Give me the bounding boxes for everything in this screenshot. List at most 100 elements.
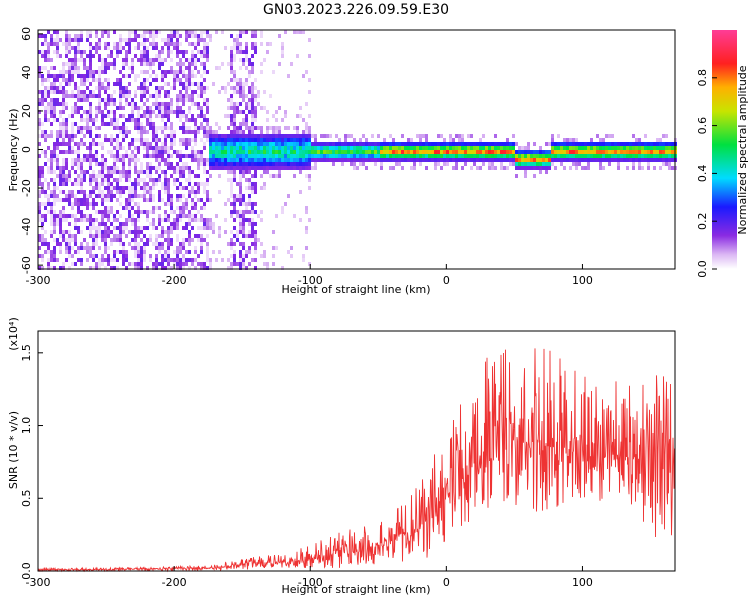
spectrogram-cell bbox=[185, 38, 188, 42]
spectrogram-cell bbox=[356, 142, 359, 146]
spectrogram-cell bbox=[89, 70, 92, 74]
spectrogram-cell bbox=[185, 74, 188, 78]
spectrogram-cell bbox=[179, 82, 182, 86]
spectrogram-cell bbox=[47, 110, 50, 114]
spectrogram-cell bbox=[272, 114, 275, 118]
spectrogram-cell bbox=[116, 78, 119, 82]
spectrogram-cell bbox=[65, 198, 68, 202]
spectrogram-cell bbox=[38, 206, 41, 210]
spectrogram-cell bbox=[104, 86, 107, 90]
spectrogram-cell bbox=[62, 238, 65, 242]
spectrogram-cell bbox=[80, 130, 83, 134]
spectrogram-cell bbox=[155, 254, 158, 258]
spectrogram-cell bbox=[200, 50, 203, 54]
spectrogram-cell bbox=[80, 166, 83, 170]
spectrogram-cell bbox=[251, 42, 254, 46]
spectrogram-cell bbox=[275, 162, 278, 166]
spectrogram-cell bbox=[281, 142, 284, 146]
spectrogram-cell bbox=[110, 134, 113, 138]
spectrogram-cell bbox=[326, 146, 329, 150]
spectrogram-cell bbox=[104, 30, 107, 34]
spectrogram-cell bbox=[59, 198, 62, 202]
spectrogram-cell bbox=[320, 150, 323, 154]
spectrogram-cell bbox=[233, 166, 236, 170]
spectrogram-cell bbox=[596, 158, 599, 162]
spectrogram-cell bbox=[191, 190, 194, 194]
spectrogram-cell bbox=[383, 158, 386, 162]
spectrogram-cell bbox=[176, 250, 179, 254]
spectrogram-cell bbox=[206, 242, 209, 246]
spectrogram-cell bbox=[626, 150, 629, 154]
spectrogram-cell bbox=[44, 214, 47, 218]
spectrogram-cell bbox=[569, 138, 572, 142]
spectrogram-cell bbox=[89, 194, 92, 198]
spectrogram-cell bbox=[305, 150, 308, 154]
spectrogram-cell bbox=[566, 154, 569, 158]
spectrogram-cell bbox=[518, 166, 521, 170]
spectrogram-cell bbox=[47, 194, 50, 198]
spectrogram-cell bbox=[329, 158, 332, 162]
spectrogram-cell bbox=[203, 66, 206, 70]
spectrogram-cell bbox=[188, 142, 191, 146]
spectrogram-cell bbox=[134, 94, 137, 98]
spectrogram-cell bbox=[83, 90, 86, 94]
spectrogram-cell bbox=[233, 118, 236, 122]
spectrogram-cell bbox=[287, 146, 290, 150]
spectrogram-cell bbox=[110, 258, 113, 262]
spectrogram-cell bbox=[89, 218, 92, 222]
spectrogram-cell bbox=[164, 142, 167, 146]
spectrogram-cell bbox=[80, 210, 83, 214]
spectrogram-cell bbox=[143, 250, 146, 254]
spectrogram-cell bbox=[104, 62, 107, 66]
spectrogram-cell bbox=[200, 38, 203, 42]
spectrogram-cell bbox=[164, 126, 167, 130]
spectrogram-cell bbox=[230, 190, 233, 194]
spectrogram-cell bbox=[197, 174, 200, 178]
spectrogram-cell bbox=[158, 242, 161, 246]
spectrogram-cell bbox=[98, 222, 101, 226]
spectrogram-cell bbox=[182, 86, 185, 90]
spectrogram-cell bbox=[173, 34, 176, 38]
spectrogram-cell bbox=[398, 146, 401, 150]
spectrogram-cell bbox=[47, 54, 50, 58]
spectrogram-cell bbox=[179, 62, 182, 66]
spectrogram-cell bbox=[302, 130, 305, 134]
spectrogram-cell bbox=[149, 174, 152, 178]
spectrogram-cell bbox=[167, 226, 170, 230]
spectrogram-cell bbox=[236, 34, 239, 38]
spectrogram-cell bbox=[296, 150, 299, 154]
spectrogram-cell bbox=[80, 30, 83, 34]
spectrogram-cell bbox=[374, 150, 377, 154]
spectrogram-cell bbox=[647, 154, 650, 158]
spectrogram-cell bbox=[251, 122, 254, 126]
spectrogram-cell bbox=[254, 78, 257, 82]
spectrogram-cell bbox=[170, 194, 173, 198]
spectrogram-cell bbox=[185, 50, 188, 54]
spectrogram-cell bbox=[125, 170, 128, 174]
spectrogram-cell bbox=[155, 34, 158, 38]
spectrogram-cell bbox=[533, 158, 536, 162]
spectrogram-cell bbox=[113, 194, 116, 198]
spectrogram-cell bbox=[272, 166, 275, 170]
spectrogram-cell bbox=[101, 238, 104, 242]
spectrogram-cell bbox=[278, 166, 281, 170]
spectrogram-cell bbox=[74, 102, 77, 106]
spectrogram-cell bbox=[83, 174, 86, 178]
spectrogram-cell bbox=[209, 166, 212, 170]
spectrogram-cell bbox=[590, 138, 593, 142]
spectrogram-cell bbox=[203, 38, 206, 42]
spectrogram-cell bbox=[173, 178, 176, 182]
spectrogram-cell bbox=[71, 246, 74, 250]
spectrogram-cell bbox=[647, 150, 650, 154]
spectrogram-cell bbox=[44, 86, 47, 90]
spectrogram-cell bbox=[116, 42, 119, 46]
spectrogram-cell bbox=[95, 126, 98, 130]
spectrogram-cell bbox=[392, 150, 395, 154]
spectrogram-cell bbox=[152, 70, 155, 74]
spectrogram-cell bbox=[65, 54, 68, 58]
spectrogram-cell bbox=[101, 210, 104, 214]
spectrogram-cell bbox=[122, 46, 125, 50]
spectrogram-cell bbox=[74, 54, 77, 58]
spectrogram-cell bbox=[134, 158, 137, 162]
spectrogram-cell bbox=[83, 126, 86, 130]
